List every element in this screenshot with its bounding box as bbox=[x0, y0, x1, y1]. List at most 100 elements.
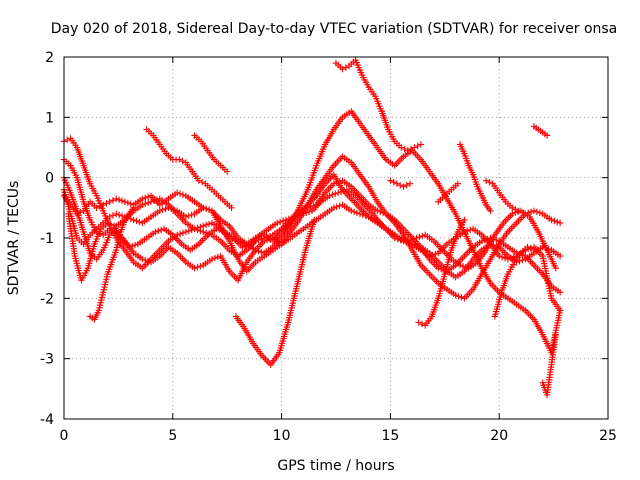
data-point bbox=[404, 237, 412, 245]
y-tick-label: 0 bbox=[45, 171, 54, 187]
data-point bbox=[400, 183, 407, 190]
data-point bbox=[556, 252, 564, 260]
data-point bbox=[106, 225, 113, 233]
data-point bbox=[106, 198, 113, 205]
data-point bbox=[294, 212, 301, 220]
data-point bbox=[150, 197, 158, 204]
data-point bbox=[507, 254, 515, 262]
data-point bbox=[282, 216, 290, 224]
data-point bbox=[379, 209, 387, 217]
x-axis-label: GPS time / hours bbox=[277, 458, 394, 474]
data-point bbox=[191, 264, 198, 272]
data-point bbox=[456, 261, 464, 269]
data-point bbox=[401, 145, 408, 153]
data-point bbox=[432, 250, 439, 258]
data-point bbox=[118, 197, 126, 204]
data-point bbox=[144, 193, 152, 200]
data-point bbox=[188, 211, 195, 219]
data-point bbox=[245, 241, 252, 249]
data-point bbox=[418, 320, 426, 328]
data-point bbox=[213, 225, 220, 233]
data-point bbox=[276, 218, 284, 226]
data-point bbox=[551, 217, 558, 225]
data-point bbox=[185, 227, 192, 235]
data-point bbox=[291, 213, 298, 221]
x-tick-label: 10 bbox=[273, 428, 291, 444]
data-point bbox=[387, 177, 394, 184]
data-point bbox=[218, 227, 226, 235]
data-point bbox=[301, 205, 309, 213]
data-point bbox=[411, 144, 418, 151]
data-point bbox=[179, 229, 187, 237]
data-point bbox=[509, 210, 516, 218]
data-point bbox=[106, 213, 113, 221]
data-point bbox=[239, 243, 246, 251]
data-point bbox=[103, 200, 110, 207]
data-point bbox=[130, 204, 137, 212]
data-point bbox=[107, 221, 114, 228]
data-point bbox=[115, 211, 123, 219]
data-point bbox=[330, 180, 338, 187]
data-point bbox=[200, 228, 207, 236]
data-point bbox=[208, 255, 216, 263]
data-point bbox=[305, 208, 313, 216]
data-point bbox=[200, 222, 207, 230]
data-point bbox=[356, 210, 364, 218]
data-point bbox=[556, 289, 564, 296]
data-point bbox=[124, 199, 132, 207]
data-point bbox=[173, 189, 181, 196]
data-point bbox=[504, 255, 512, 263]
data-point bbox=[300, 210, 307, 218]
data-point bbox=[377, 208, 384, 216]
data-point bbox=[527, 245, 534, 252]
data-point bbox=[266, 232, 274, 240]
data-point bbox=[512, 206, 519, 213]
data-point bbox=[548, 216, 555, 224]
data-point bbox=[176, 156, 183, 163]
data-point bbox=[104, 219, 111, 227]
data-point bbox=[498, 253, 506, 261]
data-point bbox=[205, 206, 213, 214]
data-point bbox=[144, 199, 152, 207]
chart-title: Day 020 of 2018, Sidereal Day-to-day VTE… bbox=[51, 21, 618, 37]
data-point bbox=[194, 263, 201, 271]
data-point bbox=[191, 225, 198, 233]
y-tick-label: -3 bbox=[40, 352, 54, 368]
data-point bbox=[155, 227, 162, 235]
data-point bbox=[297, 211, 304, 219]
data-point bbox=[303, 209, 310, 217]
data-point bbox=[554, 218, 561, 226]
data-point bbox=[197, 262, 204, 270]
data-point bbox=[333, 203, 340, 211]
x-tick-label: 0 bbox=[60, 428, 69, 444]
data-point bbox=[509, 204, 516, 212]
data-point bbox=[516, 257, 523, 265]
data-point bbox=[311, 216, 318, 224]
data-point bbox=[115, 196, 123, 203]
data-point bbox=[128, 242, 136, 250]
data-point bbox=[337, 188, 345, 195]
data-point bbox=[224, 168, 231, 175]
data-point bbox=[156, 207, 163, 215]
data-point bbox=[202, 205, 210, 213]
data-point bbox=[332, 190, 339, 197]
data-point bbox=[176, 230, 184, 238]
data-point bbox=[515, 207, 522, 215]
data-point bbox=[179, 157, 186, 165]
data-point bbox=[152, 228, 159, 236]
data-point bbox=[200, 204, 207, 212]
data-point bbox=[556, 307, 564, 314]
data-point bbox=[118, 212, 126, 220]
data-point bbox=[416, 233, 423, 241]
data-point bbox=[493, 236, 500, 244]
data-point bbox=[198, 178, 206, 186]
data-point bbox=[395, 234, 403, 242]
data-point bbox=[329, 191, 336, 198]
data-point bbox=[242, 242, 249, 250]
data-point bbox=[176, 190, 184, 197]
data-point bbox=[486, 178, 493, 186]
data-point bbox=[461, 228, 468, 236]
x-tick-labels: 0 5 10 15 20 25 bbox=[60, 428, 617, 444]
data-point bbox=[214, 253, 221, 261]
data-point bbox=[459, 262, 467, 270]
